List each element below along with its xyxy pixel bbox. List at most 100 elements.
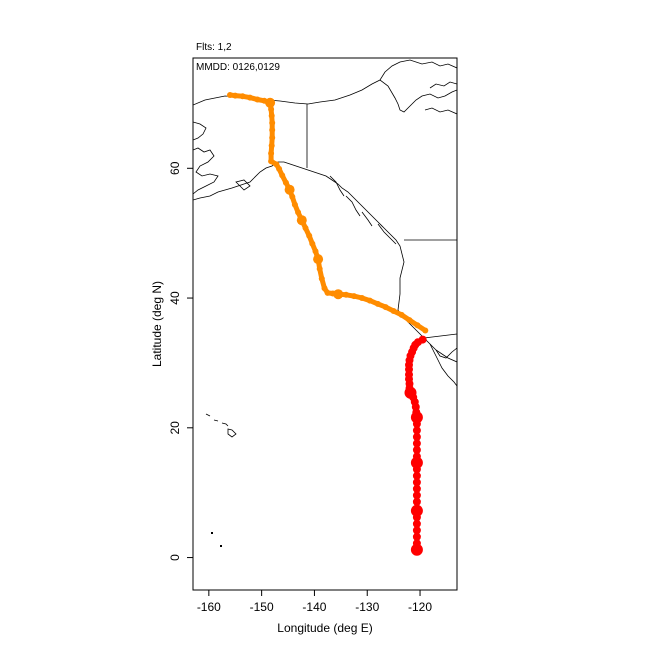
y-axis: 0 20 40 60 (168, 161, 193, 561)
data-point (412, 471, 421, 480)
plot-frame (192, 57, 458, 591)
data-point (296, 215, 307, 226)
data-point (276, 165, 283, 172)
dates-label: MMDD: 0126,0129 (196, 62, 280, 73)
data-point (269, 134, 276, 141)
coastline (361, 211, 373, 227)
data-point (318, 275, 325, 282)
data-point (284, 184, 295, 195)
flights-label: Flts: 1,2 (196, 42, 232, 53)
island (220, 545, 222, 547)
data-point (414, 322, 421, 329)
data-point (382, 304, 389, 311)
coastline (435, 347, 457, 359)
x-tick-label: -150 (250, 600, 274, 614)
coastline (253, 161, 457, 363)
x-tick-label: -120 (408, 600, 432, 614)
y-axis-label: Latitude (deg N) (150, 281, 164, 367)
data-point (273, 161, 280, 168)
y-tick-label: 60 (168, 161, 182, 175)
island (221, 422, 229, 427)
data-points (227, 92, 429, 556)
data-point (269, 127, 276, 133)
x-tick-label: -160 (197, 600, 221, 614)
data-point (329, 290, 336, 297)
data-point (333, 289, 344, 300)
data-point (412, 445, 421, 454)
coastline (429, 81, 457, 89)
coastline (329, 175, 345, 197)
data-point (412, 513, 421, 522)
data-point (279, 172, 286, 179)
x-tick-label: -130 (355, 600, 379, 614)
data-point (390, 308, 397, 314)
coastline-map (193, 59, 457, 556)
data-point (412, 439, 421, 448)
data-point (254, 96, 261, 103)
island (211, 532, 213, 534)
data-point (412, 478, 421, 487)
data-point (268, 142, 275, 149)
y-tick-label: 40 (168, 291, 182, 305)
data-point (313, 254, 324, 265)
data-point (306, 232, 313, 239)
data-point (247, 94, 253, 101)
data-point (265, 97, 276, 108)
data-point (412, 491, 421, 500)
y-tick-label: 20 (168, 421, 182, 435)
data-point (398, 311, 405, 318)
x-axis: -160 -150 -140 -130 -120 (197, 590, 432, 614)
data-point (410, 543, 423, 556)
data-point (268, 150, 275, 157)
data-point (268, 158, 275, 165)
data-point (366, 297, 373, 304)
data-point (412, 484, 421, 493)
island (213, 419, 219, 422)
coastline (345, 195, 361, 217)
data-point (227, 92, 233, 98)
data-point (232, 92, 239, 99)
data-point (410, 456, 423, 469)
data-point (295, 209, 302, 216)
x-tick-label: -140 (302, 600, 326, 614)
data-point (412, 432, 421, 441)
data-point (412, 519, 421, 528)
coastline (424, 107, 457, 115)
data-point (412, 526, 421, 535)
coastline (193, 147, 219, 195)
data-point (282, 179, 289, 186)
data-point (422, 327, 429, 334)
coastline (429, 343, 457, 387)
data-point (324, 289, 331, 296)
data-point (410, 411, 423, 424)
data-point (412, 465, 421, 474)
data-point (374, 300, 381, 307)
border (423, 333, 457, 339)
data-point (291, 201, 298, 208)
coastline (235, 179, 251, 191)
data-point (289, 193, 296, 200)
coastline (379, 59, 457, 81)
x-axis-label: Longitude (deg E) (277, 621, 372, 635)
data-point (359, 295, 365, 301)
data-point (302, 225, 309, 231)
island (205, 413, 211, 417)
data-point (239, 93, 246, 100)
data-point (412, 497, 421, 506)
data-point (261, 97, 268, 104)
data-point (406, 317, 413, 324)
data-point (351, 293, 357, 300)
coastline (193, 121, 207, 141)
data-point (268, 106, 275, 113)
y-tick-label: 0 (168, 554, 182, 561)
data-point (412, 426, 421, 435)
data-point (316, 265, 323, 272)
data-point (309, 240, 316, 247)
data-point (412, 419, 421, 428)
data-point (268, 112, 275, 119)
data-point (343, 291, 350, 298)
data-point (321, 285, 328, 292)
data-point (410, 504, 423, 517)
data-point (412, 532, 421, 541)
island (227, 428, 237, 438)
